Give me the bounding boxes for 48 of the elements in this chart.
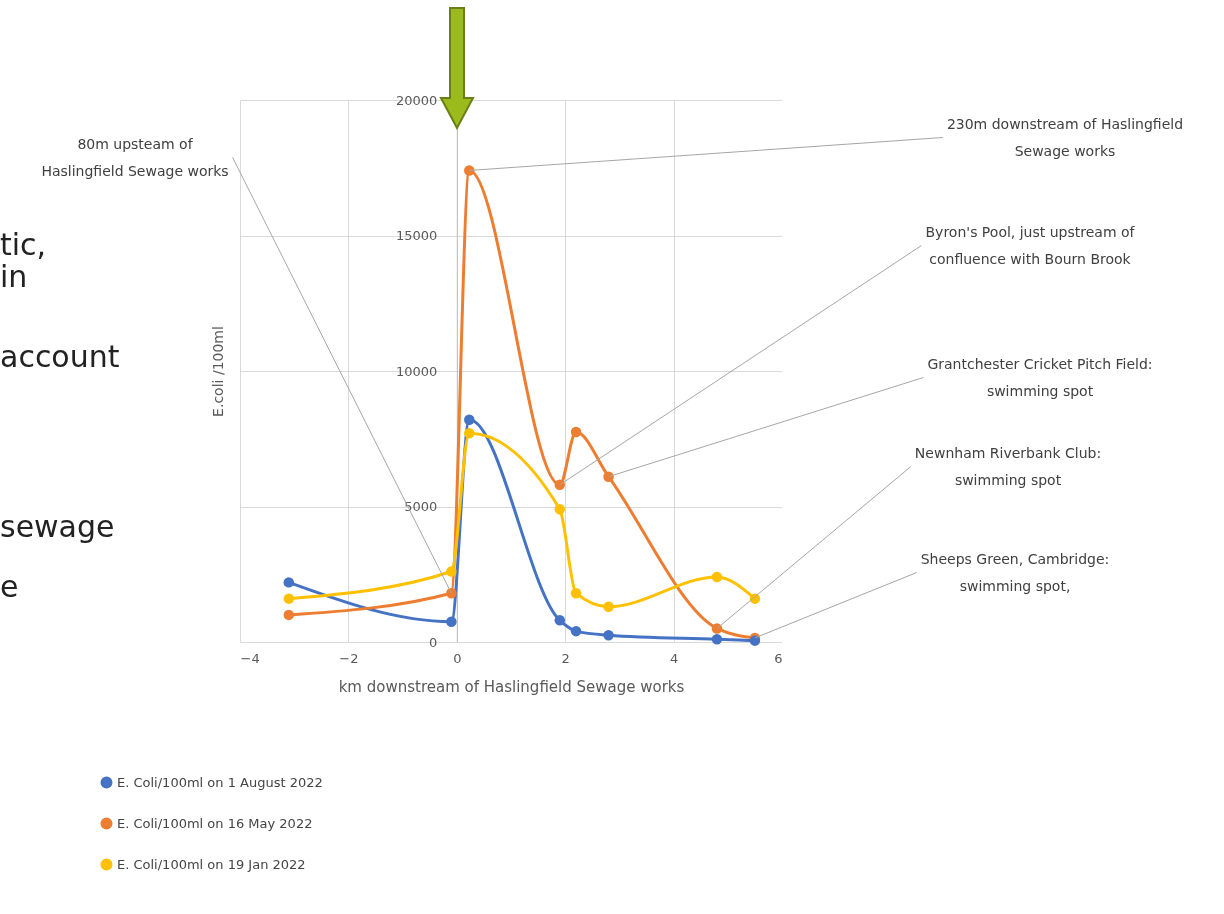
x-tick-label: 6 xyxy=(774,650,783,666)
point xyxy=(603,629,614,641)
point xyxy=(711,634,723,645)
point xyxy=(283,609,295,621)
point xyxy=(711,571,723,583)
legend-label: E. Coli/100ml on 16 May 2022 xyxy=(117,815,313,831)
point xyxy=(554,615,566,626)
x-tick-label: 4 xyxy=(669,650,679,666)
point xyxy=(570,587,582,599)
point xyxy=(603,601,614,612)
point xyxy=(554,503,566,515)
point xyxy=(283,593,295,604)
point xyxy=(554,479,566,491)
annotation: Newnham Riverbank Club: swimming spot xyxy=(914,445,1102,488)
x-tick-label: 2 xyxy=(561,650,570,666)
legend-label: E. Coli/100ml on 1 August 2022 xyxy=(117,774,323,790)
y-tick-label: 20000 xyxy=(395,92,438,108)
point xyxy=(570,426,582,438)
annotation: 80m upsteam of Haslingfield Sewage works xyxy=(41,136,229,179)
y-tick-label: 10000 xyxy=(395,363,438,379)
x-tick-label: −4 xyxy=(240,650,260,666)
point xyxy=(464,428,475,439)
annotation: Grantchester Cricket Pitch Field: swimming spot xyxy=(927,356,1153,399)
annotation: 230m downstream of Haslingfield Sewage works xyxy=(946,116,1184,159)
x-tick-label: −2 xyxy=(339,650,359,666)
point xyxy=(570,625,582,637)
x-axis-title: km downstream of Haslingfield Sewage works xyxy=(338,677,685,696)
point xyxy=(464,414,475,426)
annotation: Sheeps Green, Cambridge: swimming spot, xyxy=(920,551,1110,594)
y-axis-title: E.coli /100ml xyxy=(210,326,227,417)
point xyxy=(446,566,457,577)
y-tick-label: 15000 xyxy=(395,228,438,243)
text: e xyxy=(0,569,19,604)
text: in xyxy=(0,259,28,294)
point xyxy=(446,616,457,627)
annotation: Byron's Pool, just upstream of confluence with Bourn Brook xyxy=(925,224,1136,267)
point xyxy=(711,623,723,634)
point xyxy=(283,577,295,588)
y-tick-label: 0 xyxy=(429,634,438,650)
text: account xyxy=(0,339,120,374)
text: sewage xyxy=(0,509,115,544)
y-tick-label: 5000 xyxy=(404,499,438,514)
legend-label: E. Coli/100ml on 19 Jan 2022 xyxy=(117,856,306,872)
point xyxy=(446,587,457,599)
point xyxy=(464,165,475,176)
point xyxy=(603,471,614,482)
x-tick-label: 0 xyxy=(453,650,462,666)
text: tic, xyxy=(0,227,47,262)
